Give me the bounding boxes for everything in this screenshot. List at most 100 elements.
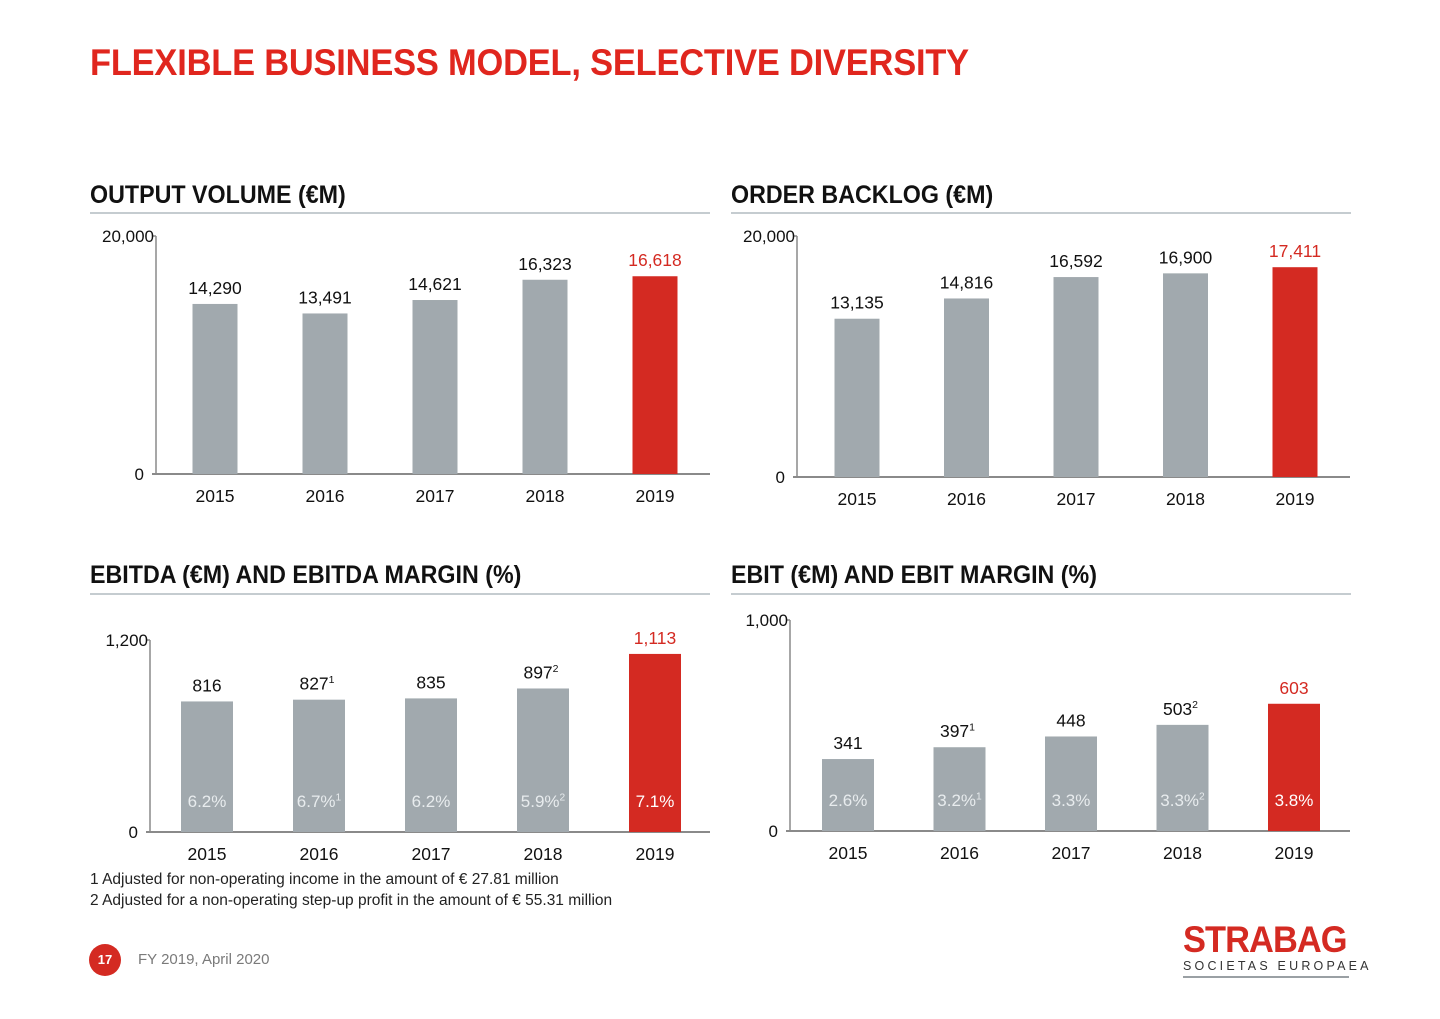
slide-title: FLEXIBLE BUSINESS MODEL, SELECTIVE DIVER… (90, 42, 969, 83)
data-label: 8271 (299, 674, 334, 694)
data-label: 13,135 (830, 293, 884, 313)
bar (1045, 736, 1097, 831)
margin-label: 3.2%1 (937, 791, 982, 810)
logo-subtitle: SOCIETAS EUROPAEA (1183, 959, 1372, 973)
data-label: 14,816 (940, 272, 994, 292)
footnote-2: 2 Adjusted for a non-operating step-up p… (90, 892, 613, 909)
margin-label: 2.6% (829, 791, 868, 810)
bar (822, 759, 874, 831)
ebit-rule (731, 593, 1351, 595)
y-tick-label: 0 (135, 465, 144, 484)
data-label: 5032 (1163, 699, 1198, 719)
x-tick-label: 2015 (829, 843, 868, 863)
bar (1053, 277, 1099, 477)
x-tick-label: 2015 (838, 489, 877, 509)
y-tick-label: 0 (129, 823, 138, 842)
margin-label: 7.1% (636, 792, 675, 811)
x-tick-label: 2019 (636, 486, 675, 506)
bar (302, 313, 348, 474)
data-label: 13,491 (298, 287, 352, 307)
y-tick-label: 20,000 (743, 227, 795, 246)
x-tick-label: 2019 (1275, 843, 1314, 863)
x-tick-label: 2016 (300, 844, 339, 864)
margin-label: 3.3%2 (1160, 791, 1205, 810)
margin-label: 6.7%1 (297, 792, 342, 811)
x-tick-label: 2018 (1163, 843, 1202, 863)
output-volume-rule (90, 212, 710, 214)
strabag-logo: STRABAG SOCIETAS EUROPAEA (1183, 919, 1372, 978)
data-label: 16,323 (518, 254, 572, 274)
data-label: 1,113 (634, 628, 677, 648)
bar (517, 688, 569, 832)
y-tick-label: 0 (776, 468, 785, 487)
data-label: 835 (416, 672, 445, 692)
bar (1268, 703, 1320, 831)
x-tick-label: 2015 (196, 486, 235, 506)
data-label: 17,411 (1269, 241, 1321, 261)
ebitda-rule (90, 593, 710, 595)
margin-label: 3.8% (1275, 791, 1314, 810)
bar (405, 698, 457, 832)
data-label: 448 (1056, 710, 1085, 730)
y-tick-label: 1,200 (105, 631, 148, 650)
x-tick-label: 2017 (412, 844, 451, 864)
bar (1272, 267, 1318, 477)
margin-label: 6.2% (188, 792, 227, 811)
bar (293, 699, 345, 832)
data-label: 603 (1279, 678, 1308, 698)
bar (629, 653, 681, 832)
x-tick-label: 2017 (1057, 489, 1096, 509)
x-tick-label: 2017 (1052, 843, 1091, 863)
bar (522, 279, 568, 474)
y-tick-label: 1,000 (745, 611, 788, 630)
margin-label: 6.2% (412, 792, 451, 811)
bar (834, 318, 880, 477)
bar (933, 747, 986, 831)
bar (412, 300, 458, 474)
page-number-badge: 17 (89, 944, 121, 976)
margin-label: 3.3% (1052, 791, 1091, 810)
order-backlog-rule (731, 212, 1351, 214)
data-label: 16,618 (628, 250, 682, 270)
logo-underline (1183, 976, 1349, 978)
data-label: 16,592 (1049, 251, 1103, 271)
x-tick-label: 2015 (188, 844, 227, 864)
bar (1163, 273, 1208, 477)
x-tick-label: 2016 (947, 489, 986, 509)
bar (181, 701, 233, 832)
data-label: 16,900 (1159, 247, 1213, 267)
data-label: 8972 (523, 662, 558, 682)
bar (632, 276, 678, 474)
logo-wordmark: STRABAG (1183, 919, 1348, 960)
ebit-title: EBIT (€M) AND EBIT MARGIN (%) (731, 561, 1097, 589)
order-backlog-title: ORDER BACKLOG (€M) (731, 181, 994, 209)
x-tick-label: 2016 (306, 486, 345, 506)
data-label: 3971 (940, 721, 975, 741)
output-volume-chart: 0 20,000 14,290 2015 13,491 2016 14,621 2017 16,… (102, 227, 710, 506)
footer-date: FY 2019, April 2020 (138, 951, 270, 968)
order-backlog-chart: 0 20,000 13,135 2015 14,816 2016 16,592 2017 16,… (743, 227, 1350, 509)
bar (192, 303, 238, 474)
output-volume-title: OUTPUT VOLUME (€M) (90, 181, 346, 209)
footnote-1: 1 Adjusted for non-operating income in t… (90, 871, 559, 888)
margin-label: 5.9%2 (521, 792, 566, 811)
y-tick-label: 0 (769, 822, 778, 841)
x-tick-label: 2017 (416, 486, 455, 506)
x-tick-label: 2018 (526, 486, 565, 506)
x-tick-label: 2018 (524, 844, 563, 864)
data-label: 14,290 (188, 278, 242, 298)
bar (1156, 724, 1209, 831)
bar (944, 298, 989, 477)
ebit-chart: 0 1,000 341 2.6% 2015 3971 3.2%1 2016 448 3.3% 201… (745, 611, 1350, 863)
x-tick-label: 2019 (636, 844, 675, 864)
x-tick-label: 2019 (1276, 489, 1315, 509)
data-label: 14,621 (408, 274, 462, 294)
footnotes: 1 Adjusted for non-operating income in t… (90, 869, 612, 911)
ebitda-chart: 0 1,200 816 6.2% 2015 8271 6.7%1 2016 835 6.2% 201… (105, 628, 710, 864)
x-tick-label: 2016 (940, 843, 979, 863)
data-label: 341 (833, 733, 862, 753)
data-label: 816 (192, 675, 221, 695)
y-tick-label: 20,000 (102, 227, 154, 246)
ebitda-title: EBITDA (€M) AND EBITDA MARGIN (%) (90, 561, 522, 589)
x-tick-label: 2018 (1166, 489, 1205, 509)
